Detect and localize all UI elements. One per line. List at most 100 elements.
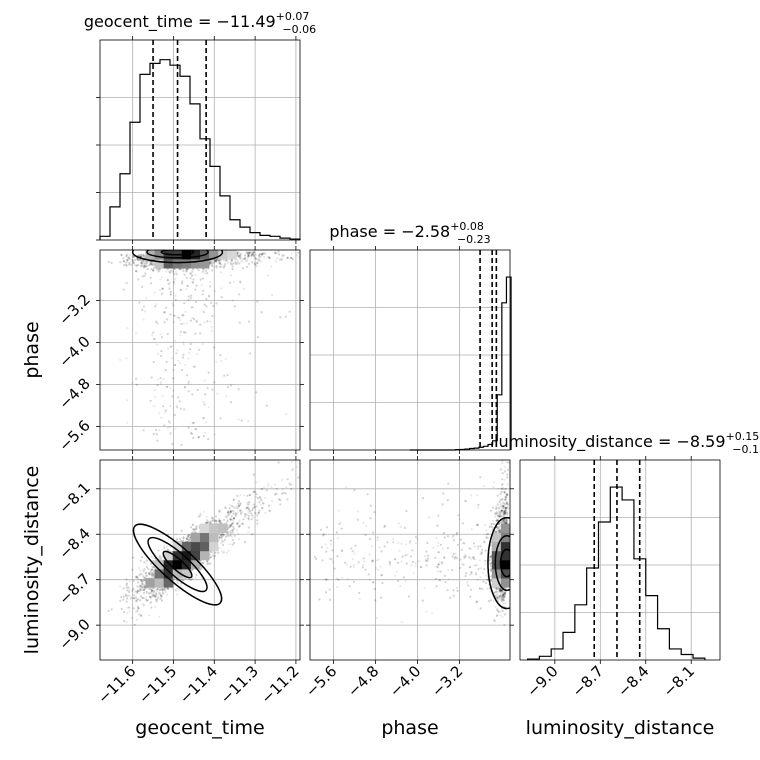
sample-point [255, 257, 258, 260]
sample-point [142, 260, 145, 263]
sample-point [126, 259, 129, 262]
sample-point [197, 436, 200, 439]
sample-point [236, 494, 239, 497]
sample-point [194, 332, 197, 335]
sample-point [175, 538, 179, 541]
sample-point [182, 270, 185, 273]
sample-point [141, 285, 144, 288]
sample-point [217, 517, 220, 520]
sample-point [220, 519, 223, 522]
sample-point [208, 294, 211, 297]
sample-point [162, 405, 165, 408]
sample-point [202, 435, 205, 438]
sample-point [147, 567, 150, 571]
sample-point [169, 404, 172, 408]
sample-point [168, 270, 171, 273]
sample-point [125, 254, 128, 257]
sample-point [142, 570, 145, 573]
sample-point [180, 322, 183, 326]
sample-point [132, 607, 135, 610]
sample-point [257, 258, 260, 261]
sample-point [154, 598, 157, 601]
sample-point [160, 556, 163, 559]
sample-point [277, 253, 281, 256]
sample-point [176, 316, 179, 319]
sample-point [215, 260, 218, 263]
sample-point [143, 585, 146, 588]
sample-point [133, 263, 136, 267]
sample-point [128, 257, 131, 260]
sample-point [184, 363, 187, 367]
sample-point [256, 522, 259, 525]
sample-point [135, 264, 138, 267]
sample-point [160, 336, 163, 339]
sample-point [143, 576, 146, 579]
sample-point [227, 526, 230, 529]
density-cell [181, 259, 192, 269]
sample-point [148, 264, 151, 267]
sample-point [150, 571, 153, 575]
sample-point [253, 506, 256, 509]
sample-point [262, 252, 265, 255]
sample-point [226, 373, 229, 377]
sample-point [213, 555, 217, 558]
sample-point [223, 374, 226, 377]
sample-point [125, 282, 128, 285]
sample-point [196, 388, 199, 391]
sample-point [252, 250, 256, 254]
sample-point [139, 253, 142, 256]
sample-point [149, 399, 152, 402]
sample-point [279, 258, 282, 261]
sample-point [290, 257, 293, 260]
sample-point [150, 376, 153, 379]
sample-point [191, 577, 194, 580]
sample-point [189, 578, 192, 582]
sample-point [136, 258, 140, 261]
sample-point [201, 277, 204, 280]
sample-point [194, 300, 198, 304]
sample-point [214, 519, 217, 522]
sample-point [135, 599, 138, 602]
sample-point [230, 259, 233, 262]
sample-point [159, 382, 162, 385]
sample-point [191, 316, 194, 320]
density-cell [190, 259, 201, 269]
sample-point [232, 527, 236, 531]
sample-point [194, 528, 197, 531]
sample-point [125, 583, 128, 587]
sample-point [247, 252, 250, 255]
sample-point [295, 254, 298, 257]
sample-point [203, 321, 206, 324]
sample-point [251, 253, 254, 256]
sample-point [254, 263, 257, 266]
sample-point [206, 519, 209, 522]
sample-point [175, 589, 178, 592]
sample-point [125, 264, 128, 267]
sample-point [275, 492, 278, 495]
sample-point [136, 581, 140, 584]
sample-point [159, 597, 162, 600]
sample-point [194, 428, 197, 431]
sample-point [166, 279, 169, 282]
sample-point [165, 360, 168, 363]
sample-point [119, 358, 122, 361]
sample-point [230, 522, 234, 525]
sample-point [148, 595, 151, 598]
sample-point [125, 258, 129, 261]
sample-point [143, 264, 146, 267]
sample-point [175, 404, 178, 407]
sample-point [174, 363, 177, 367]
sample-point [236, 252, 239, 255]
sample-point [231, 519, 234, 523]
sample-point [190, 432, 194, 435]
sample-point [186, 268, 189, 271]
sample-point [212, 519, 215, 522]
sample-point [242, 287, 246, 290]
sample-point [197, 269, 200, 272]
sample-point [173, 272, 176, 276]
sample-point [142, 259, 145, 262]
sample-point [190, 274, 193, 277]
sample-point [187, 539, 190, 542]
sample-point [153, 337, 156, 341]
sample-point [190, 274, 193, 277]
